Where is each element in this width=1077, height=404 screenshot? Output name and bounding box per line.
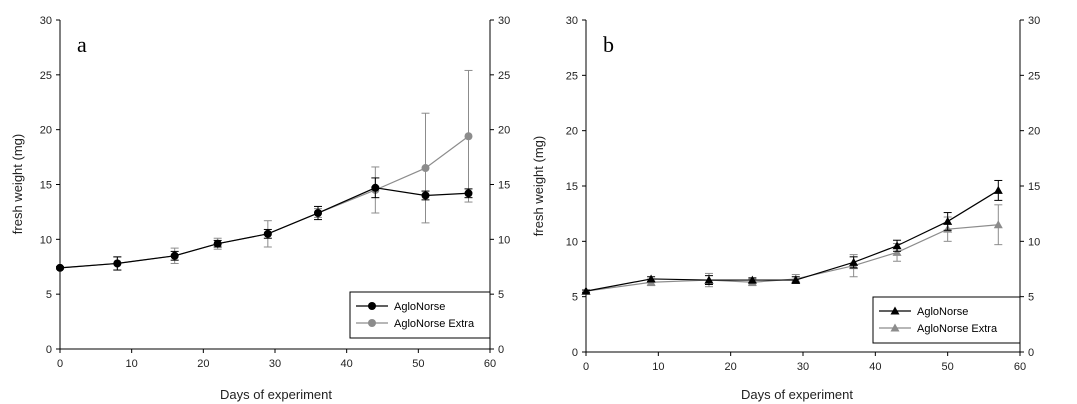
panel-b-y-tick-label: 25 — [566, 70, 578, 82]
panel-b-right-y-tick-label: 15 — [1028, 181, 1040, 193]
panel-b-right-y-tick-label: 10 — [1028, 236, 1040, 248]
panel-a-data-point — [421, 191, 430, 200]
panel-b-y-tick-label: 5 — [572, 292, 578, 304]
panel-b-data-point — [704, 275, 714, 284]
panel-a-legend-marker — [368, 302, 376, 310]
panel-a-data-point — [421, 164, 430, 173]
panel-a-x-tick-label: 0 — [57, 358, 63, 370]
panel-a-right-y-tick-label: 5 — [498, 289, 504, 301]
panel-a-y-tick-label: 15 — [40, 180, 52, 192]
panel-b-x-tick-label: 60 — [1014, 361, 1026, 373]
panel-a-y-tick-label: 20 — [40, 125, 52, 137]
panel-b-data-point — [747, 275, 757, 284]
panel-b-legend: AgloNorse AgloNorse Extra — [872, 296, 1021, 344]
panel-a-right-y-tick-label: 15 — [498, 180, 510, 192]
panel-b-data-point — [646, 274, 656, 283]
panel-a-series-line — [59, 135, 469, 269]
panel-b-y-tick-label: 20 — [566, 126, 578, 138]
panel-a-y-tick-label: 0 — [46, 344, 52, 356]
panel-a-x-tick-label: 50 — [412, 358, 424, 370]
panel-b-right-y-tick-label: 25 — [1028, 70, 1040, 82]
panel-a-data-point — [213, 239, 222, 248]
panel-b-series-line — [585, 189, 999, 292]
panel-a-data-point — [263, 229, 272, 238]
panel-b-data-point — [791, 275, 801, 284]
panel-b: b Days of experiment fresh weight (mg) 0… — [531, 15, 1040, 402]
panel-b-y-tick-label: 10 — [566, 236, 578, 248]
panel-a-x-tick-label: 40 — [341, 358, 353, 370]
panel-b-legend-marker — [890, 306, 900, 315]
panel-b-right-y-tick-label: 30 — [1028, 15, 1040, 27]
panel-b-right-y-tick-label: 5 — [1028, 292, 1034, 304]
panel-b-x-tick-label: 20 — [725, 361, 737, 373]
panel-a-y-tick-label: 25 — [40, 70, 52, 82]
panel-a-data-point — [371, 183, 380, 192]
panel-a: a Days of experiment fresh weight (mg) 0… — [10, 15, 510, 402]
panel-a-y-tick-label: 30 — [40, 15, 52, 27]
panel-a-data-point — [464, 132, 473, 141]
panel-b-x-tick-label: 0 — [583, 361, 589, 373]
panel-b-y-tick-label: 0 — [572, 347, 578, 359]
panel-a-right-y-tick-label: 10 — [498, 234, 510, 246]
panel-a-data-point — [113, 259, 122, 268]
panel-b-series-1 — [581, 204, 1003, 295]
panel-b-x-tick-label: 10 — [652, 361, 664, 373]
panel-b-data-point — [993, 220, 1003, 229]
panel-a-data-point — [56, 263, 64, 272]
panel-a-legend: AgloNorse AgloNorse Extra — [349, 291, 491, 339]
panel-b-data-point — [849, 257, 859, 266]
panel-b-data-point — [581, 286, 591, 295]
panel-b-right-y-tick-label: 20 — [1028, 126, 1040, 138]
panel-a-y-axis-title: fresh weight (mg) — [10, 134, 25, 234]
panel-a-legend-marker — [368, 319, 376, 327]
panel-a-right-y-tick-label: 20 — [498, 125, 510, 137]
panel-a-right-y-tick-label: 0 — [498, 344, 504, 356]
panel-a-series-line — [59, 187, 469, 269]
panel-a-data-point — [464, 189, 473, 198]
panel-a-letter: a — [77, 32, 87, 57]
panel-b-y-tick-label: 30 — [566, 15, 578, 27]
panel-b-data-point — [943, 216, 953, 225]
panel-a-y-tick-label: 10 — [40, 234, 52, 246]
panel-a-x-tick-label: 30 — [269, 358, 281, 370]
panel-a-legend-label: AgloNorse — [394, 301, 445, 313]
panel-b-legend-marker — [890, 323, 900, 332]
panel-b-data-point — [892, 241, 902, 250]
panel-a-legend-label: AgloNorse Extra — [394, 318, 475, 330]
panel-a-right-y-tick-label: 30 — [498, 15, 510, 27]
panel-a-data-point — [314, 209, 322, 218]
panel-a-series-0 — [56, 177, 473, 272]
panel-a-series-1 — [56, 69, 473, 272]
panel-a-data-point — [170, 251, 179, 260]
panel-b-y-axis-title: fresh weight (mg) — [531, 136, 546, 236]
panel-b-x-tick-label: 30 — [797, 361, 809, 373]
panel-a-y-tick-label: 5 — [46, 289, 52, 301]
panel-b-y-tick-label: 15 — [566, 181, 578, 193]
panel-a-legend-box — [349, 291, 491, 339]
panel-a-x-tick-label: 60 — [484, 358, 496, 370]
panel-b-legend-label: AgloNorse Extra — [917, 323, 998, 335]
panel-a-x-axis-title: Days of experiment — [220, 387, 332, 402]
panel-b-x-tick-label: 40 — [869, 361, 881, 373]
panel-b-x-tick-label: 50 — [942, 361, 954, 373]
panel-b-letter: b — [603, 32, 614, 57]
panel-a-x-tick-label: 20 — [197, 358, 209, 370]
panel-b-x-axis-title: Days of experiment — [741, 387, 853, 402]
panel-b-legend-box — [872, 296, 1021, 344]
panel-b-data-point — [993, 185, 1003, 194]
panel-b-series-0 — [581, 179, 1003, 295]
panel-a-right-y-tick-label: 25 — [498, 70, 510, 82]
panel-b-legend-label: AgloNorse — [917, 306, 968, 318]
panel-a-x-tick-label: 10 — [126, 358, 138, 370]
panel-b-right-y-tick-label: 0 — [1028, 347, 1034, 359]
panel-b-data-point — [892, 247, 902, 256]
